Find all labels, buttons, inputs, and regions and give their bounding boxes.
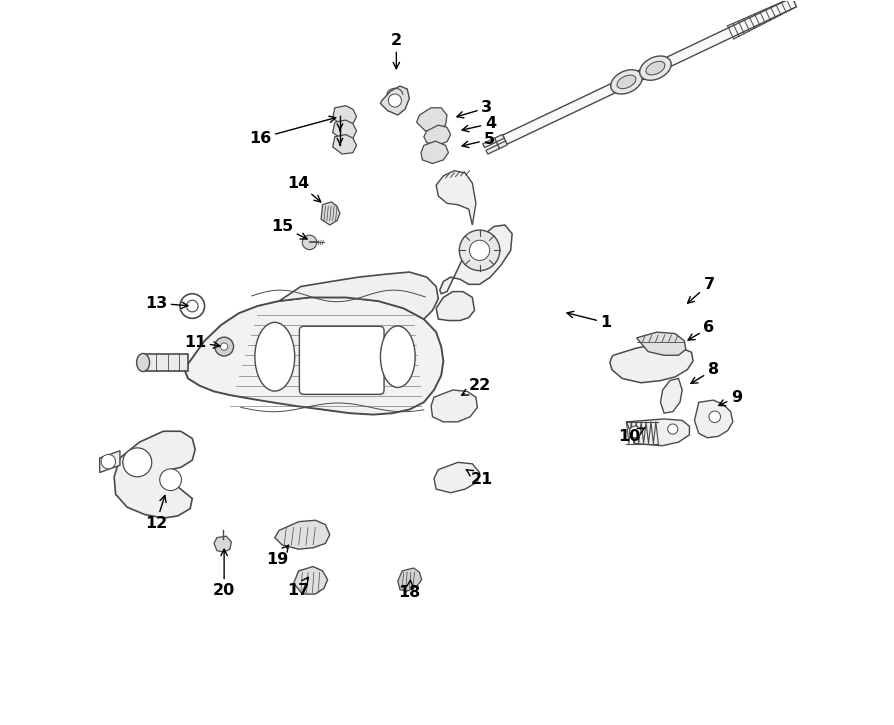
- Polygon shape: [421, 141, 449, 164]
- Ellipse shape: [640, 56, 671, 80]
- Text: 7: 7: [687, 277, 714, 303]
- Circle shape: [302, 235, 316, 249]
- FancyBboxPatch shape: [299, 326, 384, 394]
- Text: 14: 14: [288, 175, 321, 202]
- Text: 11: 11: [184, 335, 220, 349]
- Text: 9: 9: [719, 390, 742, 406]
- Polygon shape: [143, 354, 188, 371]
- Polygon shape: [417, 108, 447, 131]
- Polygon shape: [321, 202, 340, 225]
- Circle shape: [668, 424, 678, 434]
- Circle shape: [469, 240, 490, 260]
- Text: 15: 15: [271, 219, 308, 239]
- Circle shape: [187, 300, 198, 312]
- Ellipse shape: [617, 75, 636, 88]
- Circle shape: [160, 469, 181, 491]
- Text: 20: 20: [213, 549, 235, 598]
- Ellipse shape: [255, 323, 295, 391]
- Ellipse shape: [611, 70, 642, 94]
- Polygon shape: [483, 134, 504, 148]
- Polygon shape: [381, 86, 409, 115]
- Polygon shape: [333, 135, 357, 154]
- Polygon shape: [434, 463, 479, 493]
- Ellipse shape: [646, 62, 665, 75]
- Text: 5: 5: [462, 132, 494, 148]
- Ellipse shape: [381, 326, 415, 387]
- Text: 21: 21: [467, 470, 493, 487]
- Polygon shape: [99, 451, 120, 473]
- Polygon shape: [431, 390, 477, 422]
- Text: 1: 1: [567, 311, 611, 330]
- Text: 22: 22: [461, 378, 491, 395]
- Text: 12: 12: [145, 495, 167, 531]
- Text: 16: 16: [249, 116, 336, 146]
- Polygon shape: [637, 332, 686, 355]
- Polygon shape: [424, 125, 451, 146]
- Circle shape: [460, 230, 500, 270]
- Polygon shape: [279, 272, 438, 319]
- Text: 13: 13: [145, 296, 188, 311]
- Circle shape: [180, 294, 205, 318]
- Circle shape: [215, 337, 233, 356]
- Text: 2: 2: [391, 33, 402, 69]
- Circle shape: [629, 426, 641, 438]
- Text: 17: 17: [288, 577, 310, 598]
- Polygon shape: [114, 431, 195, 518]
- Polygon shape: [486, 141, 508, 154]
- Polygon shape: [695, 400, 733, 438]
- Circle shape: [221, 343, 228, 350]
- Polygon shape: [214, 536, 232, 552]
- Text: 8: 8: [691, 362, 719, 384]
- Polygon shape: [398, 568, 422, 591]
- Polygon shape: [502, 0, 797, 144]
- Polygon shape: [185, 297, 443, 415]
- Circle shape: [388, 94, 401, 107]
- Polygon shape: [436, 171, 476, 225]
- Polygon shape: [440, 225, 512, 294]
- Text: 10: 10: [619, 428, 645, 444]
- Polygon shape: [333, 120, 357, 140]
- Polygon shape: [274, 521, 330, 550]
- Circle shape: [101, 455, 115, 469]
- Ellipse shape: [137, 354, 149, 371]
- Polygon shape: [661, 378, 682, 413]
- Polygon shape: [293, 566, 327, 594]
- Polygon shape: [333, 106, 357, 125]
- Circle shape: [709, 411, 721, 423]
- Text: 3: 3: [457, 100, 493, 118]
- Text: 4: 4: [462, 116, 496, 132]
- Circle shape: [122, 448, 152, 477]
- Text: 18: 18: [398, 580, 420, 600]
- Text: 19: 19: [266, 545, 289, 567]
- Text: 6: 6: [688, 320, 714, 340]
- Polygon shape: [627, 419, 689, 446]
- Polygon shape: [610, 344, 693, 383]
- Polygon shape: [436, 291, 475, 320]
